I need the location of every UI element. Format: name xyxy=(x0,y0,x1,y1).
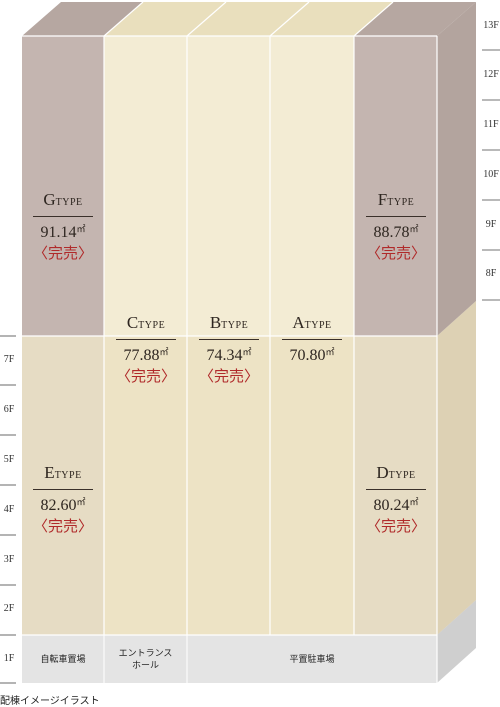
unit-area: 80.24 xyxy=(373,497,410,514)
label-rule xyxy=(366,216,426,217)
floor-label-3f: 3F xyxy=(3,554,15,565)
floor-label-12f: 12F xyxy=(483,69,499,80)
unit-area: 91.14 xyxy=(40,224,77,241)
floor-label-1f: 1F xyxy=(3,653,15,664)
unit-letter: F xyxy=(377,190,388,209)
upper-block-f-side xyxy=(437,2,476,336)
middle-tower-top xyxy=(104,2,393,36)
area-unit: ㎡ xyxy=(76,224,86,234)
unit-area: 82.60 xyxy=(40,497,77,514)
unit-letter: C xyxy=(126,313,139,332)
unit-f-label: FTYPE 88.78㎡ 〈完売〉 xyxy=(356,190,436,263)
left-floor-ticks xyxy=(0,335,16,684)
area-unit: ㎡ xyxy=(409,224,419,234)
unit-letter: B xyxy=(209,313,222,332)
label-rule xyxy=(282,339,342,340)
floor-label-9f: 9F xyxy=(485,219,497,230)
sold-out-badge: 〈完売〉 xyxy=(365,517,426,535)
area-unit: ㎡ xyxy=(409,497,419,507)
upper-block-f xyxy=(354,36,437,336)
floor-label-6f: 6F xyxy=(3,404,15,415)
unit-b-label: BTYPE 74.34㎡ 〈完売〉 xyxy=(189,313,269,386)
floor-label-13f: 13F xyxy=(483,20,499,31)
label-rule xyxy=(199,339,259,340)
sold-out-badge: 〈完売〉 xyxy=(365,244,426,262)
unit-type-suffix: TYPE xyxy=(54,470,82,481)
parking-label: 平置駐車場 xyxy=(289,655,335,665)
floor-label-8f: 8F xyxy=(485,268,497,279)
upper-block-g xyxy=(22,36,104,336)
ground-floor-front xyxy=(22,635,437,683)
sold-out-badge: 〈完売〉 xyxy=(115,367,176,385)
sold-out-badge: 〈完売〉 xyxy=(32,517,93,535)
unit-d-label: DTYPE 80.24㎡ 〈完売〉 xyxy=(356,463,436,536)
label-rule xyxy=(366,489,426,490)
unit-c-label: CTYPE 77.88㎡ 〈完売〉 xyxy=(106,313,186,386)
unit-area: 77.88 xyxy=(123,347,160,364)
right-floor-ticks xyxy=(482,49,500,301)
unit-type-suffix: TYPE xyxy=(387,197,415,208)
upper-block-g-top xyxy=(22,2,143,36)
unit-area: 74.34 xyxy=(206,347,243,364)
unit-area: 88.78 xyxy=(373,224,410,241)
column-dividers xyxy=(22,1,438,683)
sold-out-badge: 〈完売〉 xyxy=(32,244,93,262)
floor-label-10f: 10F xyxy=(483,169,499,180)
ground-dividers xyxy=(103,635,188,683)
unit-e-label: ETYPE 82.60㎡ 〈完売〉 xyxy=(23,463,103,536)
unit-letter: A xyxy=(292,313,305,332)
floor-label-4f: 4F xyxy=(3,504,15,515)
unit-letter: D xyxy=(376,463,389,482)
area-unit: ㎡ xyxy=(325,347,335,357)
upper-block-f-top xyxy=(354,2,476,36)
bicycle-parking-label: 自転車置場 xyxy=(40,655,86,665)
floor-label-5f: 5F xyxy=(3,454,15,465)
label-rule xyxy=(33,489,93,490)
unit-area: 70.80 xyxy=(289,347,326,364)
label-rule xyxy=(33,216,93,217)
sold-out-badge: 〈完売〉 xyxy=(198,367,259,385)
entrance-hall-label: エントランス ホール xyxy=(104,648,187,672)
floor-label-11f: 11F xyxy=(483,119,499,130)
unit-letter: G xyxy=(43,190,56,209)
ground-floor-side xyxy=(437,600,476,683)
area-unit: ㎡ xyxy=(76,497,86,507)
entrance-line-2: ホール xyxy=(131,661,159,671)
unit-type-suffix: TYPE xyxy=(388,470,416,481)
unit-type-suffix: TYPE xyxy=(304,320,332,331)
entrance-line-1: エントランス xyxy=(118,649,173,659)
diagram-caption: 配棟イメージイラスト xyxy=(0,696,100,707)
floor-label-7f: 7F xyxy=(3,354,15,365)
unit-type-suffix: TYPE xyxy=(221,320,249,331)
area-unit: ㎡ xyxy=(159,347,169,357)
unit-g-label: GTYPE 91.14㎡ 〈完売〉 xyxy=(23,190,103,263)
lower-block-side xyxy=(437,301,476,635)
floor-label-2f: 2F xyxy=(3,603,15,614)
unit-letter: E xyxy=(44,463,55,482)
unit-type-suffix: TYPE xyxy=(55,197,83,208)
unit-type-suffix: TYPE xyxy=(138,320,166,331)
area-unit: ㎡ xyxy=(242,347,252,357)
unit-a-label: ATYPE 70.80㎡ xyxy=(272,313,352,366)
label-rule xyxy=(116,339,176,340)
